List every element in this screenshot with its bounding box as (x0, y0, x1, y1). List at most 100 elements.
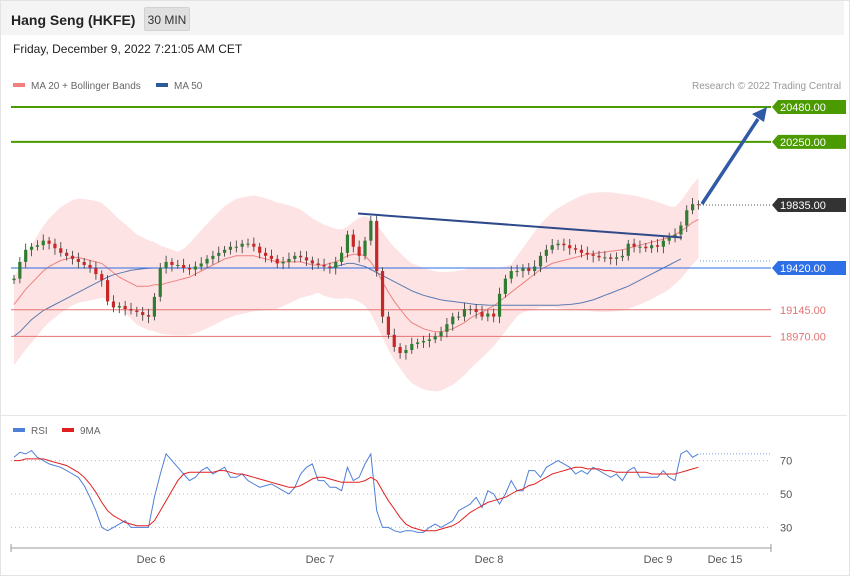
candle-body (661, 240, 665, 247)
candle-body (638, 246, 642, 248)
candle-body (228, 246, 233, 250)
candle-body (351, 234, 355, 247)
candle-body (100, 274, 104, 281)
candle-body (655, 245, 660, 247)
x-tick-label: Dec 8 (475, 554, 504, 566)
candle-body (474, 309, 478, 313)
x-tick-label: Dec 15 (708, 554, 743, 566)
candle-body (117, 305, 121, 308)
candle-body (287, 258, 291, 262)
legend-rsi-ma: 9MA (62, 426, 101, 437)
candle-body (146, 315, 151, 317)
candle-body (375, 220, 379, 272)
candle-body (164, 261, 168, 268)
level-label-target: 20250.00 (780, 137, 826, 149)
candle-body (574, 248, 578, 250)
candle-body (562, 243, 566, 246)
candle-body (369, 220, 373, 241)
candle-body (527, 268, 531, 272)
candle-body (246, 243, 250, 245)
candle-body (281, 261, 285, 264)
candle-body (579, 249, 584, 253)
candle-body (357, 246, 361, 256)
legend-rsi-ma-label: 9MA (80, 426, 101, 437)
candle-body (211, 255, 215, 259)
legend-ma50-label: MA 50 (174, 81, 203, 92)
legend-ma50-swatch (156, 83, 168, 88)
candle-body (345, 234, 350, 253)
candle-body (170, 261, 174, 265)
timestamp: Friday, December 9, 2022 7:21:05 AM CET (13, 42, 243, 56)
rsi-ma-line (14, 458, 699, 532)
candle-body (416, 342, 420, 344)
candle-body (29, 246, 34, 250)
level-tag-target (772, 100, 846, 114)
candle-body (462, 309, 467, 317)
candle-body (503, 278, 507, 294)
candle-body (12, 278, 16, 281)
candle-body (275, 258, 279, 264)
candle-body (158, 268, 162, 297)
candle-body (328, 266, 332, 268)
candle-body (392, 334, 396, 347)
candle-body (439, 331, 443, 337)
candle-body (691, 204, 695, 211)
candle-body (82, 261, 86, 265)
legend-ma20-swatch (13, 83, 25, 88)
candle-body (310, 260, 314, 264)
candle-body (515, 271, 519, 273)
target-arrow-head (752, 107, 767, 122)
candle-body (152, 296, 156, 317)
candle-body (679, 225, 683, 235)
level-tag-current (772, 197, 846, 212)
chart-title: Hang Seng (HKFE) (11, 12, 136, 28)
candle-body (182, 264, 186, 268)
legend-rsi: RSI (13, 426, 48, 437)
candle-body (427, 339, 431, 341)
legend-rsi-swatch (13, 428, 25, 433)
legend-ma20: MA 20 + Bollinger Bands (13, 81, 141, 92)
candle-body (316, 263, 320, 265)
candle-body (533, 266, 537, 272)
x-tick-label: Dec 7 (306, 554, 335, 566)
candle-body (187, 268, 192, 270)
rsi-tick-label: 50 (780, 489, 792, 501)
candle-body (88, 264, 92, 268)
target-arrow-shaft (700, 118, 760, 205)
candle-body (76, 258, 80, 262)
legend-rsi-label: RSI (31, 426, 48, 437)
credit-text: Research © 2022 Trading Central (692, 81, 842, 92)
timeframe-button[interactable]: 30 MIN (144, 7, 190, 31)
panel-divider (1, 415, 847, 416)
candle-body (269, 255, 273, 259)
candle-body (234, 246, 238, 248)
candle-body (94, 268, 98, 275)
candle-body (123, 305, 127, 310)
candle-body (363, 240, 367, 256)
chart-header: Hang Seng (HKFE) 30 MIN (1, 1, 844, 35)
candle-body (223, 249, 227, 253)
candle-body (70, 255, 75, 259)
resistance-trendline (357, 212, 683, 239)
candle-body (445, 324, 449, 332)
bollinger-band (14, 178, 699, 392)
ma20-line (13, 218, 699, 333)
candle-body (59, 248, 63, 253)
candle-body (620, 255, 624, 258)
candle-body (193, 266, 197, 270)
candle-body (696, 204, 701, 206)
candle-body (486, 313, 490, 317)
rsi-line (13, 449, 699, 533)
ma50-line (13, 258, 682, 337)
candle-body (497, 293, 502, 317)
candle-body (65, 252, 69, 256)
candle-body (509, 271, 513, 279)
candle-body (111, 301, 116, 308)
candle-body (386, 316, 390, 335)
candle-body (603, 257, 607, 259)
candle-body (451, 316, 455, 325)
candle-body (322, 264, 326, 267)
x-tick-label: Dec 6 (137, 554, 166, 566)
candle-body (263, 252, 268, 256)
